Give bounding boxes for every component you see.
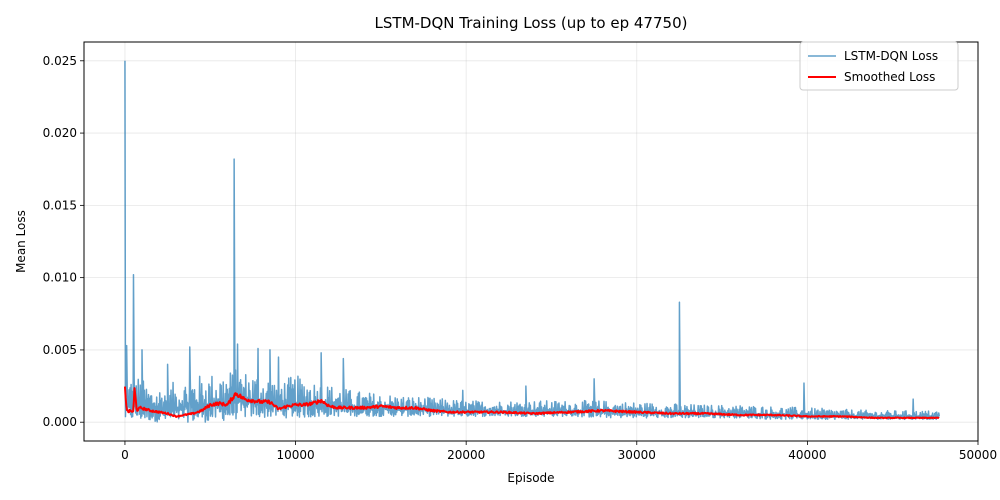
legend-label-loss: LSTM-DQN Loss [844, 49, 938, 63]
y-tick-label-5: 0.025 [43, 54, 77, 68]
y-tick-label-4: 0.020 [43, 126, 77, 140]
x-tick-label-5: 50000 [959, 448, 997, 462]
y-tick-label-2: 0.010 [43, 271, 77, 285]
legend-label-smoothed: Smoothed Loss [844, 70, 935, 84]
chart-title: LSTM-DQN Training Loss (up to ep 47750) [375, 14, 688, 32]
y-axis-label: Mean Loss [14, 210, 28, 273]
x-axis-label: Episode [507, 471, 554, 485]
x-tick-label-3: 30000 [618, 448, 656, 462]
x-tick-label-0: 0 [121, 448, 129, 462]
y-tick-label-3: 0.015 [43, 198, 77, 212]
y-tick-label-0: 0.000 [43, 415, 77, 429]
x-tick-label-2: 20000 [447, 448, 485, 462]
y-tick-label-1: 0.005 [43, 343, 77, 357]
x-tick-label-4: 40000 [788, 448, 826, 462]
x-tick-label-1: 10000 [276, 448, 314, 462]
legend: LSTM-DQN Loss Smoothed Loss [800, 42, 958, 90]
